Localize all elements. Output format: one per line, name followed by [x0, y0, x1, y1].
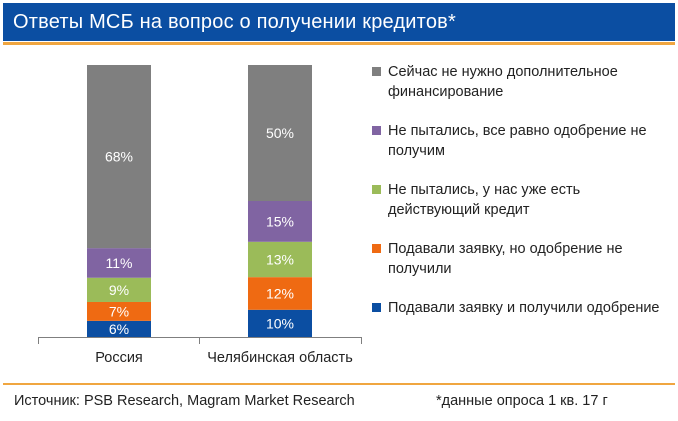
data-label-chelyabinsk-no-need: 50% [266, 125, 294, 141]
legend-label-no-need: Сейчас не нужно дополнительное финансиро… [388, 64, 618, 100]
legend-item-no-need: Сейчас не нужно дополнительное финансиро… [372, 62, 673, 102]
footnote-text: *данные опроса 1 кв. 17 г [436, 393, 608, 409]
data-label-russia-no-need: 68% [105, 149, 133, 165]
legend-label-applied-rejected: Подавали заявку, но одобрение не получил… [388, 241, 623, 277]
data-label-chelyabinsk-not-tried-rejected: 15% [266, 213, 294, 229]
bar-russia-have-loan [87, 277, 151, 302]
legend-item-applied-approved: Подавали заявку и получили одобрение [372, 298, 673, 318]
legend-swatch-not-tried-rejected [372, 126, 381, 135]
data-label-russia-not-tried-rejected: 11% [106, 255, 133, 271]
bar-chelyabinsk-approved [248, 309, 312, 337]
legend-swatch-applied-rejected [372, 244, 381, 253]
legend-item-not-tried-rejected: Не пытались, все равно одобрение не полу… [372, 121, 673, 161]
title-underline [3, 42, 675, 45]
bar-russia-approved [87, 320, 151, 337]
data-label-chelyabinsk-have-loan: 13% [266, 251, 294, 267]
data-label-russia-applied-rejected: 7% [109, 303, 129, 319]
data-label-russia-have-loan: 9% [109, 282, 129, 298]
bar-chelyabinsk-applied-rejected [248, 277, 312, 310]
legend-item-not-tried-have-loan: Не пытались, у нас уже есть действующий … [372, 180, 673, 220]
data-label-chelyabinsk-approved: 10% [266, 315, 294, 331]
bar-chelyabinsk-no-need [248, 65, 312, 201]
legend-item-applied-rejected: Подавали заявку, но одобрение не получил… [372, 239, 673, 279]
data-label-chelyabinsk-applied-rejected: 12% [266, 285, 294, 301]
footer-divider [3, 383, 675, 385]
data-label-russia-approved: 6% [109, 321, 129, 337]
bar-russia-not-tried-rejected [87, 248, 151, 278]
chart-title: Ответы МСБ на вопрос о получении кредито… [3, 3, 675, 41]
category-label-russia: Россия [95, 350, 143, 366]
legend-swatch-no-need [372, 67, 381, 76]
legend-label-not-tried-rejected: Не пытались, все равно одобрение не полу… [388, 123, 647, 159]
legend-swatch-not-tried-have-loan [372, 185, 381, 194]
bar-russia-applied-rejected [87, 301, 151, 321]
bar-chelyabinsk-not-tried-rejected [248, 201, 312, 242]
legend-label-applied-approved: Подавали заявку и получили одобрение [388, 300, 660, 316]
legend-label-not-tried-have-loan: Не пытались, у нас уже есть действующий … [388, 182, 581, 218]
bar-chelyabinsk-have-loan [248, 241, 312, 278]
legend-swatch-applied-approved [372, 303, 381, 312]
bar-russia-no-need [87, 65, 151, 249]
category-label-chelyabinsk: Челябинская область [207, 350, 353, 366]
source-text: Источник: PSB Research, Magram Market Re… [14, 393, 355, 409]
